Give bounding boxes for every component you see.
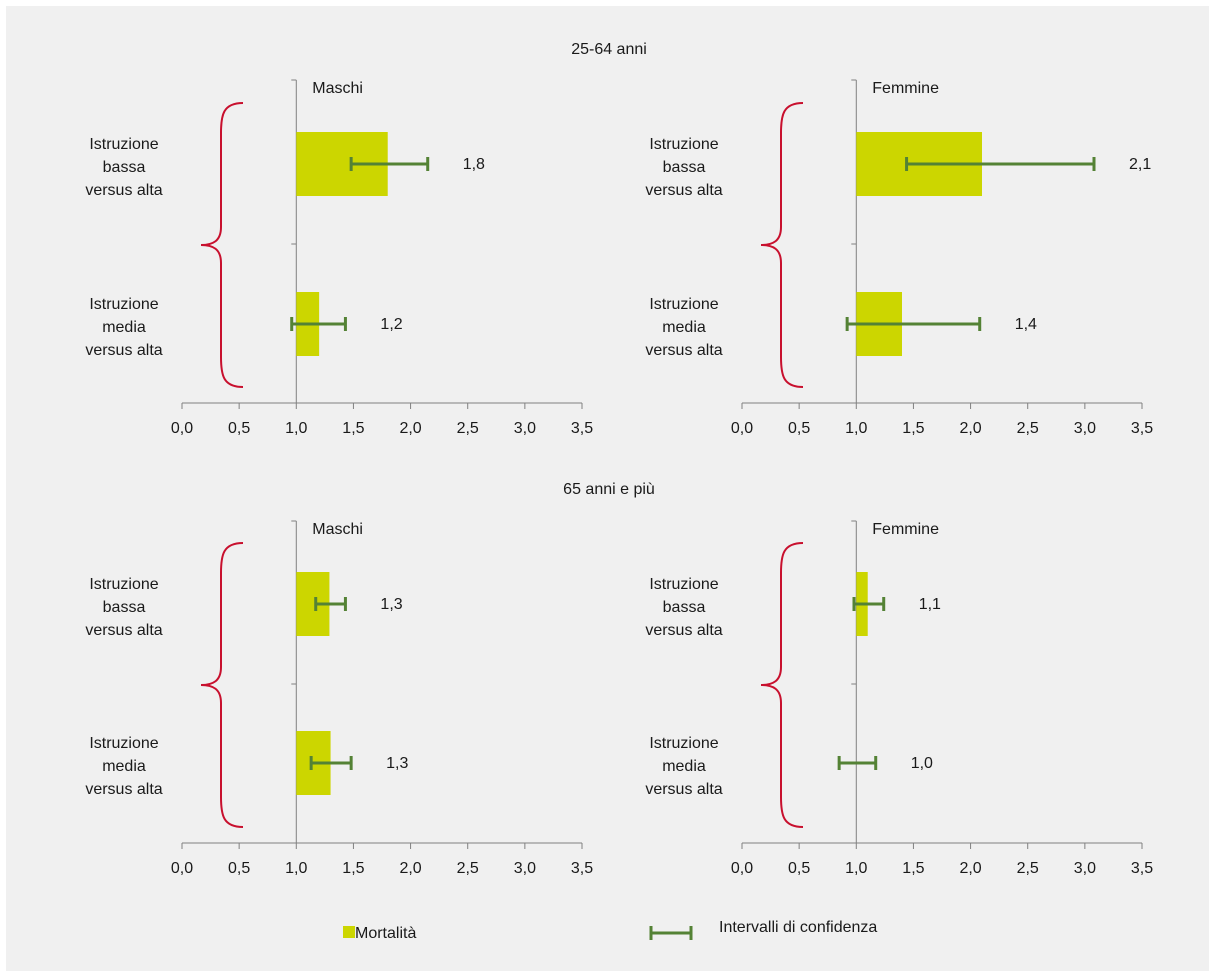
- x-tick-label: 2,0: [959, 860, 981, 877]
- x-tick-label: 2,5: [1017, 860, 1039, 877]
- category-label: Istruzione bassa versus alta: [85, 576, 162, 639]
- x-tick-label: 2,5: [1017, 420, 1039, 437]
- x-tick-label: 3,0: [514, 860, 536, 877]
- x-tick-label: 0,5: [228, 860, 250, 877]
- data-label: 1,3: [386, 755, 408, 772]
- x-tick-label: 0,5: [228, 420, 250, 437]
- x-tick-label: 0,5: [788, 860, 810, 877]
- x-tick-label: 3,5: [571, 420, 593, 437]
- x-tick-label: 1,0: [285, 420, 307, 437]
- x-tick-label: 0,0: [731, 860, 753, 877]
- x-tick-label: 0,0: [171, 860, 193, 877]
- legend-bar-swatch: [343, 926, 355, 938]
- x-tick-label: 1,0: [285, 860, 307, 877]
- panel-title: Femmine: [872, 521, 939, 538]
- category-label: Istruzione media versus alta: [645, 735, 722, 798]
- x-tick-label: 3,0: [1074, 860, 1096, 877]
- category-label: Istruzione bassa versus alta: [85, 136, 162, 199]
- x-tick-label: 1,0: [845, 860, 867, 877]
- legend-ci-symbol: [649, 926, 693, 940]
- category-label: Istruzione bassa versus alta: [645, 136, 722, 199]
- x-tick-label: 2,5: [457, 420, 479, 437]
- x-tick-label: 1,5: [342, 420, 364, 437]
- category-brace: [200, 542, 244, 828]
- x-tick-label: 3,5: [1131, 420, 1153, 437]
- chart-canvas: 25-64 anni 65 anni e più Mortalità Inter…: [85, 41, 1153, 942]
- x-tick-label: 1,5: [902, 860, 924, 877]
- chart-panel-4: 0,0 0,5 1,0 1,5 2,0 2,5 3,0 3,5 Femmine Istruzion…: [645, 520, 1153, 877]
- chart-panel-1: 0,0 0,5 1,0 1,5 2,0 2,5 3,0 3,5 Maschi Istruzione…: [85, 79, 593, 437]
- legend-ci-label: Intervalli di confidenza: [719, 919, 877, 936]
- data-label: 2,1: [1129, 156, 1151, 173]
- category-label: Istruzione media versus alta: [85, 735, 162, 798]
- panel-title: Maschi: [312, 80, 363, 97]
- chart-panel-3: 0,0 0,5 1,0 1,5 2,0 2,5 3,0 3,5 Maschi Istruzione…: [85, 520, 593, 877]
- data-label: 1,4: [1015, 316, 1037, 333]
- category-brace: [200, 102, 244, 388]
- x-tick-label: 1,5: [342, 860, 364, 877]
- x-tick-label: 0,5: [788, 420, 810, 437]
- category-label: Istruzione media versus alta: [85, 296, 162, 359]
- x-tick-label: 2,5: [457, 860, 479, 877]
- chart-panel-2: 0,0 0,5 1,0 1,5 2,0 2,5 3,0 3,5 Femmine Istruzion…: [645, 79, 1153, 437]
- x-tick-label: 1,0: [845, 420, 867, 437]
- x-tick-label: 3,5: [571, 860, 593, 877]
- data-label: 1,0: [911, 755, 933, 772]
- legend-bar-label: Mortalità: [355, 925, 416, 942]
- x-tick-label: 2,0: [399, 420, 421, 437]
- x-tick-label: 3,0: [1074, 420, 1096, 437]
- data-label: 1,1: [919, 596, 941, 613]
- data-label: 1,8: [463, 156, 485, 173]
- x-tick-label: 1,5: [902, 420, 924, 437]
- figure-panel: 25-64 anni 65 anni e più Mortalità Inter…: [6, 6, 1209, 971]
- x-tick-label: 0,0: [171, 420, 193, 437]
- x-tick-label: 2,0: [959, 420, 981, 437]
- section-title-top: 25-64 anni: [571, 41, 647, 58]
- section-title-bottom: 65 anni e più: [563, 481, 655, 498]
- x-tick-label: 3,5: [1131, 860, 1153, 877]
- x-tick-label: 0,0: [731, 420, 753, 437]
- panel-title: Femmine: [872, 80, 939, 97]
- data-label: 1,2: [380, 316, 402, 333]
- legend: Mortalità Intervalli di confidenza: [343, 919, 877, 942]
- category-brace: [760, 102, 804, 388]
- data-label: 1,3: [380, 596, 402, 613]
- category-label: Istruzione bassa versus alta: [645, 576, 722, 639]
- x-tick-label: 2,0: [399, 860, 421, 877]
- x-tick-label: 3,0: [514, 420, 536, 437]
- category-brace: [760, 542, 804, 828]
- category-label: Istruzione media versus alta: [645, 296, 722, 359]
- panel-title: Maschi: [312, 521, 363, 538]
